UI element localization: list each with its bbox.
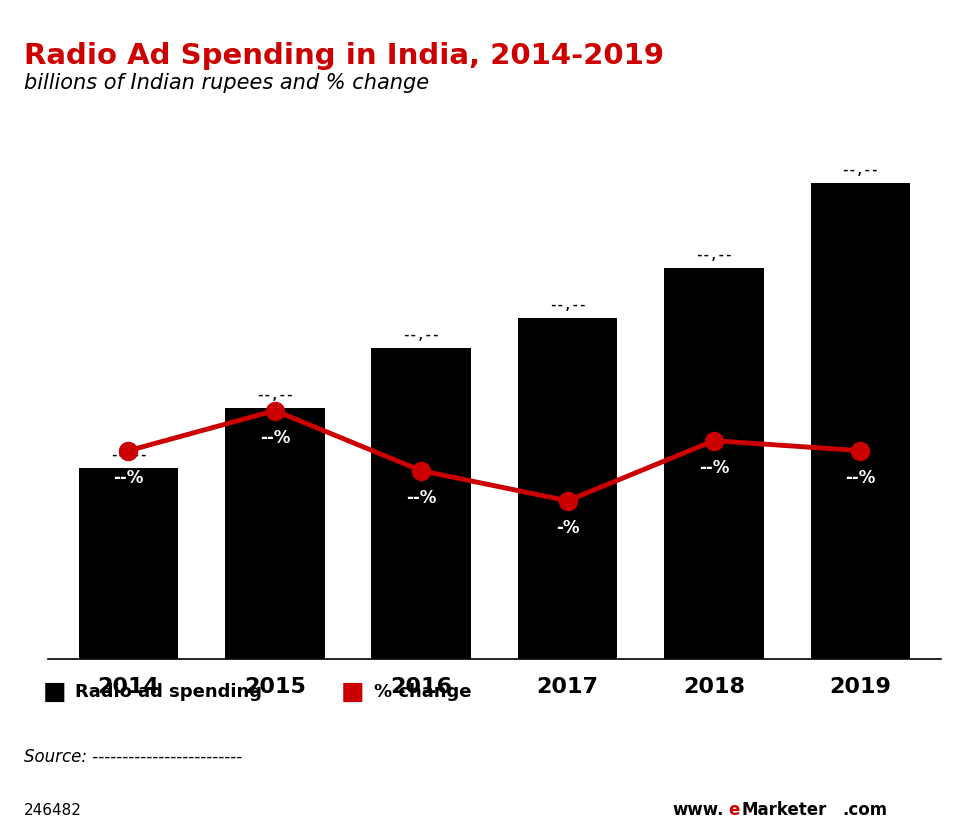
Text: --,--: --,--	[402, 329, 440, 342]
Bar	[810, 183, 910, 659]
Text: -%: -%	[556, 519, 579, 537]
Text: --,--: --,--	[256, 389, 294, 402]
Text: Marketer: Marketer	[741, 801, 827, 820]
Text: ■: ■	[43, 680, 67, 704]
Bar	[517, 318, 617, 659]
Text: 246482: 246482	[24, 803, 82, 818]
Text: Radio Ad Spending in India, 2014-2019: Radio Ad Spending in India, 2014-2019	[24, 42, 664, 70]
Text: .com: .com	[842, 801, 887, 820]
Text: --%: --%	[113, 469, 144, 487]
Text: Radio ad spending: Radio ad spending	[75, 683, 262, 701]
Text: --,--: --,--	[695, 249, 732, 262]
Text: billions of Indian rupees and % change: billions of Indian rupees and % change	[24, 73, 429, 93]
Text: --,--: --,--	[842, 164, 879, 176]
Text: % change: % change	[374, 683, 472, 701]
Text: e: e	[729, 801, 740, 820]
Text: www.: www.	[672, 801, 724, 820]
Text: --%: --%	[406, 489, 437, 508]
Text: --%: --%	[259, 429, 290, 447]
Bar	[225, 408, 324, 659]
Text: ■: ■	[341, 680, 365, 704]
Text: --,--: --,--	[109, 449, 147, 462]
Text: Source: -------------------------: Source: -------------------------	[24, 748, 242, 766]
Bar	[79, 468, 179, 659]
Bar	[664, 268, 764, 659]
Text: --,--: --,--	[549, 299, 587, 312]
Text: --%: --%	[845, 469, 876, 487]
Bar	[372, 348, 471, 659]
Text: --%: --%	[699, 459, 730, 477]
